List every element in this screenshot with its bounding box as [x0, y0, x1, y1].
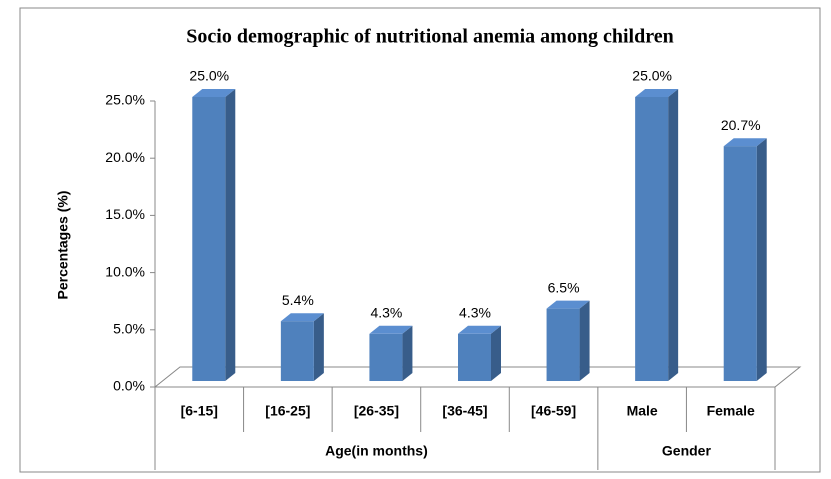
x-tick-label: Male [627, 403, 658, 419]
bar-front [546, 308, 580, 381]
value-label: 25.0% [632, 68, 672, 84]
chart-title: Socio demographic of nutritional anemia … [186, 26, 673, 48]
bar-front [458, 333, 491, 381]
bar-front [280, 321, 314, 381]
bar-top [192, 89, 236, 97]
bar-top [280, 313, 324, 322]
bar-front [635, 97, 669, 381]
value-label: 4.3% [459, 305, 491, 321]
y-tick-label: 5.0% [113, 321, 145, 337]
bar-side [313, 313, 324, 381]
value-label: 6.5% [548, 279, 580, 295]
x-tick-label: [46-59] [531, 403, 576, 419]
bar-side [491, 325, 501, 381]
group-label: Gender [662, 443, 712, 459]
y-tick-label: 15.0% [105, 206, 145, 222]
bar [280, 313, 324, 381]
bar-top [458, 325, 501, 334]
bar-side [225, 89, 236, 381]
chart-border [19, 7, 821, 473]
y-tick-label: 20.0% [105, 149, 145, 165]
bar-top [635, 89, 679, 97]
y-tick-label: 25.0% [105, 92, 145, 108]
x-tick-label: [6-15] [181, 403, 218, 419]
value-label: 20.7% [721, 117, 761, 133]
bar [369, 325, 413, 381]
bar-front [369, 333, 403, 381]
bar-top [723, 138, 767, 147]
bar-side [579, 300, 590, 381]
bar-side [668, 89, 679, 381]
y-tick-label: 10.0% [105, 263, 145, 279]
value-label: 4.3% [370, 305, 402, 321]
x-tick-label: Female [707, 403, 755, 419]
bar [458, 325, 501, 381]
bar-front [723, 146, 757, 381]
bar-top [546, 300, 590, 309]
y-tick-label: 0.0% [113, 378, 145, 394]
bar [546, 300, 590, 381]
value-label: 5.4% [282, 292, 314, 308]
bar [723, 138, 767, 381]
bar [635, 89, 679, 381]
y-axis-label: Percentages (%) [55, 191, 71, 300]
x-tick-label: [26-35] [354, 403, 399, 419]
x-tick-label: [36-45] [442, 403, 487, 419]
group-label: Age(in months) [325, 443, 428, 459]
bar-side [756, 138, 767, 381]
bar-side [402, 325, 413, 381]
bar [192, 89, 236, 381]
x-tick-label: [16-25] [265, 403, 310, 419]
bar-front [192, 97, 226, 381]
bar-top [369, 325, 413, 334]
value-label: 25.0% [189, 68, 229, 84]
